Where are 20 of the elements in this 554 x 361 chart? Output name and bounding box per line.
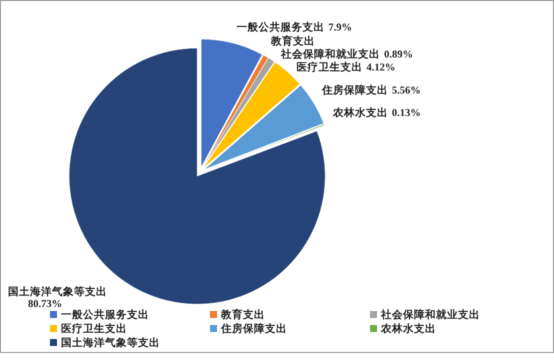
legend-label: 医疗卫生支出 [61, 322, 127, 335]
legend-label: 教育支出 [220, 308, 265, 321]
data-label: 5.56% [392, 86, 421, 97]
slice-label: 国土海洋气象等支出 [8, 285, 107, 298]
slice-label: 住房保障支出 [320, 84, 388, 97]
legend-label: 一般公共服务支出 [61, 308, 149, 321]
data-label: 7.9% [328, 22, 352, 34]
legend-label: 住房保障支出 [220, 322, 287, 335]
legend-label: 社会保障和就业支出 [380, 308, 480, 321]
data-label: 80.73% [28, 299, 62, 310]
data-label: 4.12% [366, 62, 396, 74]
data-label: 0.13% [392, 108, 421, 120]
slice-label: 一般公共服务支出 [236, 20, 324, 34]
slice-label: 教育支出 [270, 34, 316, 48]
legend-label: 国土海洋气象等支出 [61, 336, 160, 349]
legend-label: 农林水支出 [380, 322, 436, 335]
slice-label: 社会保障和就业支出 [280, 47, 380, 60]
data-label: 0.89% [384, 49, 413, 60]
slice-label: 农林水支出 [332, 106, 388, 120]
slice-label: 医疗卫生支出 [296, 60, 362, 74]
